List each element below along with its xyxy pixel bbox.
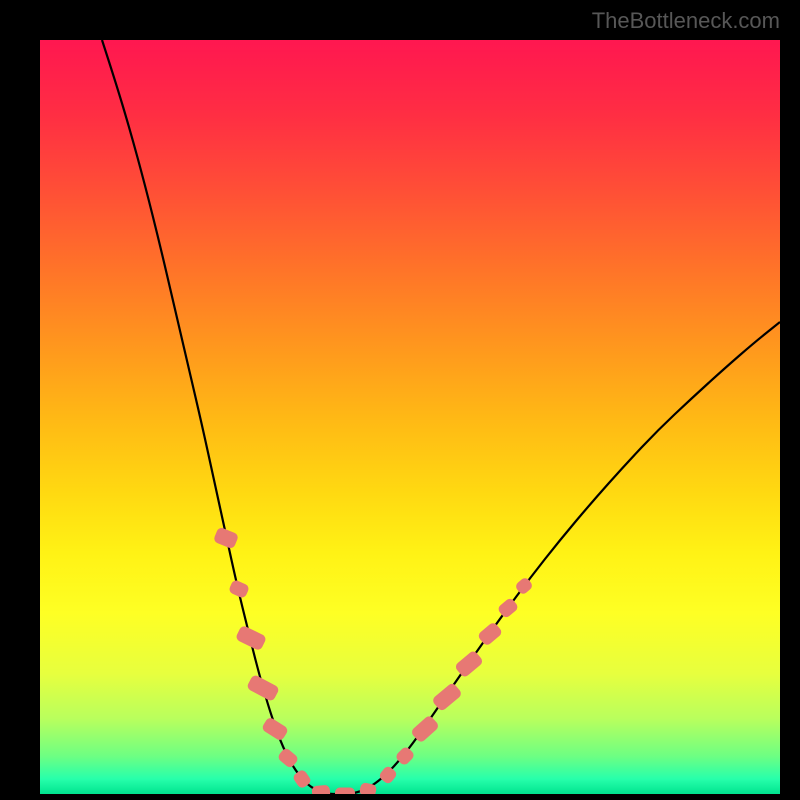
left-curve-line [102,40,338,794]
curve-marker [477,621,503,647]
curve-marker [228,579,250,599]
right-curve-line [338,322,780,794]
curve-marker [378,765,398,785]
curve-marker [277,747,300,769]
curve-marker [431,682,463,712]
curve-marker [235,625,267,652]
watermark-text: TheBottleneck.com [592,8,780,34]
marker-group [213,526,534,794]
curve-marker [514,576,534,596]
curve-marker [335,788,355,795]
curve-marker [454,650,484,679]
curve-marker [261,716,289,741]
curve-marker [213,526,239,549]
curve-marker [497,597,520,619]
chart-curves [40,40,780,794]
plot-area [40,40,780,794]
curve-marker [246,674,280,702]
curve-marker [311,785,330,794]
